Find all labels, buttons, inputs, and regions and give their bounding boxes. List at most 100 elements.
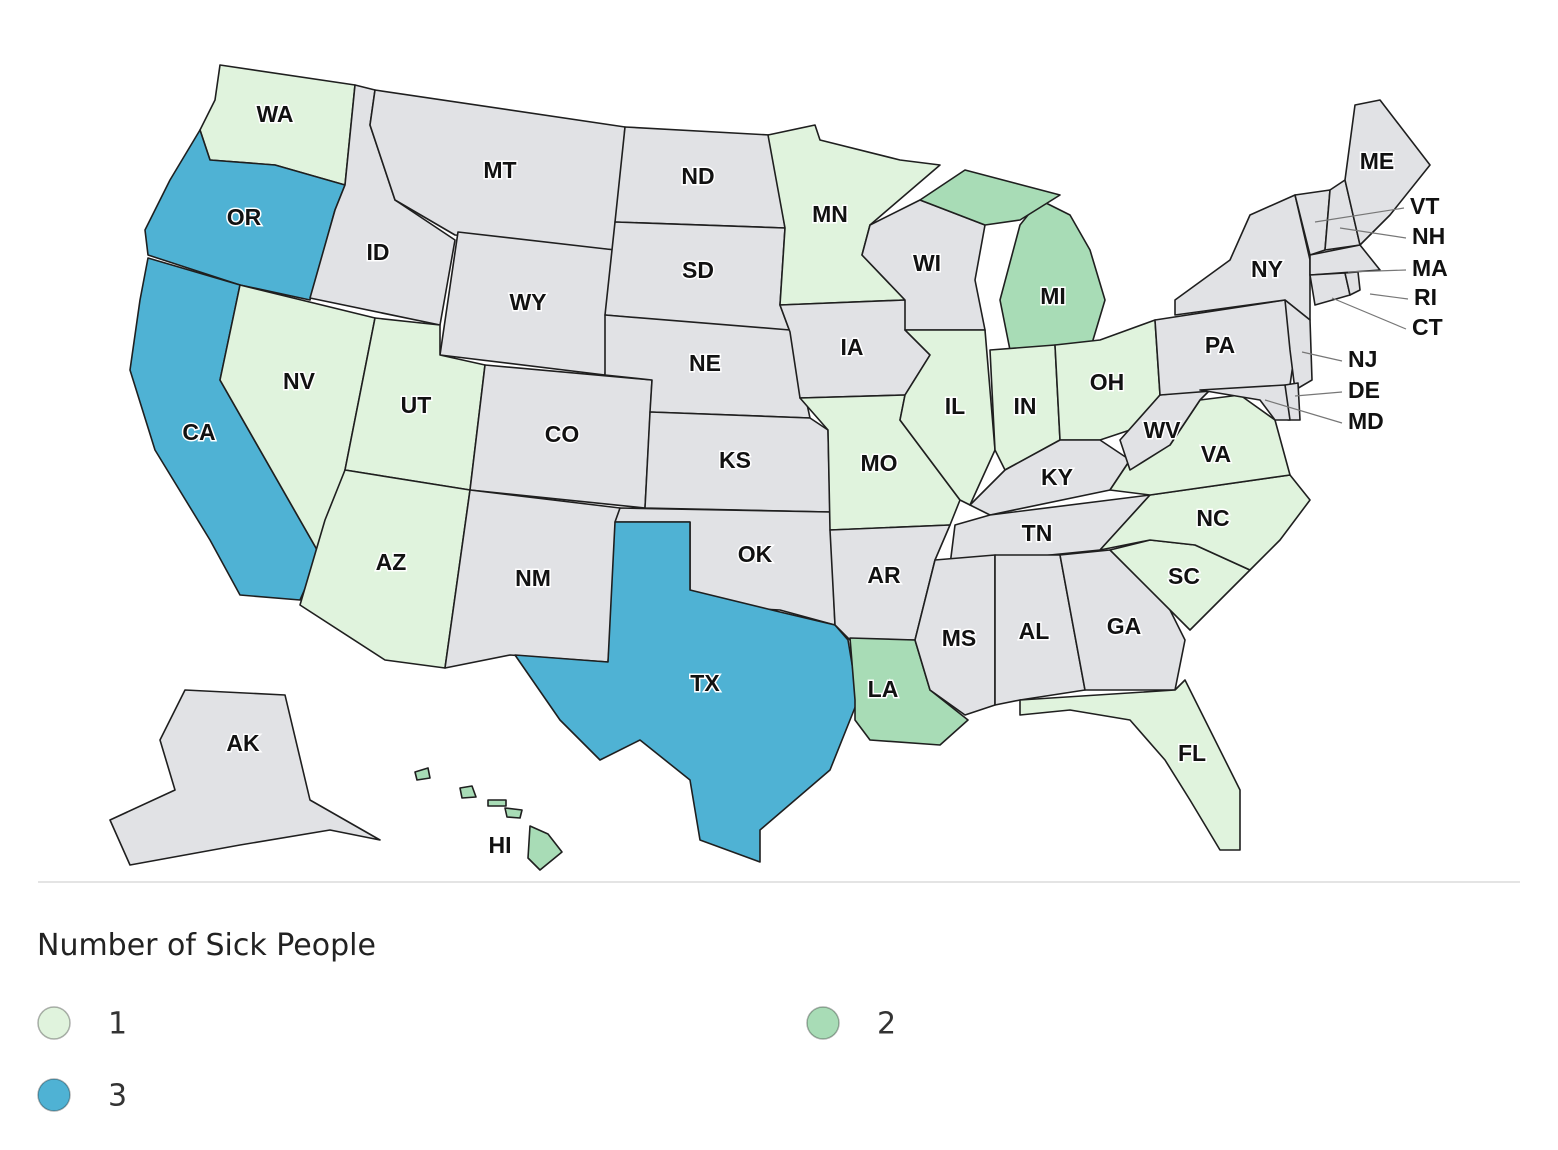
state-shape (919, 169, 1061, 226)
state-shape (504, 807, 523, 819)
state-label: KY (1041, 464, 1073, 490)
leader-line (1301, 351, 1343, 362)
state-label: HI (489, 832, 512, 858)
state-labels: WA OR CA NV ID MT WY UT CO AZ NM ND SD NE KS OK TX MN IA MO… (181, 100, 1449, 860)
state-label: GA (1107, 613, 1142, 639)
leader-line (1347, 269, 1407, 273)
state-label: WY (509, 289, 546, 315)
legend-swatch (806, 1006, 840, 1040)
state (899, 329, 996, 506)
state (514, 521, 859, 863)
state-label: IL (945, 393, 965, 419)
state-label: NE (689, 350, 721, 376)
state-shape (414, 767, 431, 781)
state-label: AK (226, 730, 260, 756)
state-label: NM (515, 565, 551, 591)
state-label: PA (1205, 332, 1235, 358)
state-shape (527, 825, 563, 871)
state (1309, 272, 1351, 306)
leader-line (1331, 297, 1407, 330)
state (109, 689, 381, 866)
state-label: OK (738, 541, 773, 567)
state-label: MI (1040, 283, 1066, 309)
leader-line (1264, 399, 1343, 424)
legend-label: 3 (108, 1079, 127, 1114)
state (861, 199, 986, 331)
state-label: MN (812, 201, 848, 227)
state-label: ME (1360, 148, 1395, 174)
state (1309, 244, 1381, 276)
state-shape (861, 199, 986, 331)
state (969, 439, 1131, 516)
state-shape (969, 439, 1131, 516)
state-label: TN (1022, 520, 1053, 546)
state-label: WA (256, 101, 293, 127)
state-label: IN (1014, 393, 1037, 419)
state (919, 169, 1106, 351)
state-label: SD (682, 257, 714, 283)
state-label: MT (483, 157, 516, 183)
state-shape (994, 554, 1086, 706)
state-label: FL (1178, 740, 1206, 766)
state-shape (1309, 244, 1381, 276)
state-label: NY (1251, 256, 1283, 282)
state-label: RI (1414, 284, 1437, 310)
state-shape (1284, 299, 1313, 391)
state-label: DE (1348, 377, 1380, 403)
leader-line (1369, 293, 1409, 300)
state-label: CA (182, 419, 215, 445)
state (414, 767, 563, 871)
state-label: KS (719, 447, 751, 473)
state-shape (459, 785, 477, 799)
legend-label: 2 (877, 1007, 896, 1042)
state-shape (144, 129, 346, 301)
state-shape (109, 689, 381, 866)
legend-label: 1 (108, 1007, 127, 1042)
state (1284, 299, 1313, 391)
legend-title: Number of Sick People (37, 928, 376, 963)
state-shape (1309, 272, 1351, 306)
state-label: ND (681, 163, 714, 189)
state-label: VA (1201, 441, 1231, 467)
state-label: NH (1412, 223, 1445, 249)
state (1019, 679, 1241, 851)
legend-swatch (37, 1006, 71, 1040)
state-shape (1019, 679, 1241, 851)
state-label: NJ (1348, 346, 1377, 372)
state-label: ID (367, 239, 390, 265)
state (144, 129, 346, 301)
state-label: AL (1019, 618, 1050, 644)
state (1199, 384, 1291, 421)
legend-swatch (37, 1078, 71, 1112)
state-label: NC (1196, 505, 1229, 531)
state-label: UT (401, 392, 432, 418)
state-label: IA (841, 334, 864, 360)
state-shape (1174, 194, 1311, 321)
state-label: AR (867, 562, 901, 588)
state-shape (899, 329, 996, 506)
state-label: OR (227, 204, 262, 230)
states (109, 64, 1431, 871)
state-label: OH (1090, 369, 1125, 395)
state-label: MO (860, 450, 897, 476)
state-label: WV (1143, 417, 1181, 443)
state-label: MA (1412, 255, 1448, 281)
state-shape (1199, 384, 1291, 421)
state-label: MD (1348, 408, 1384, 434)
state-label: NV (283, 368, 316, 394)
state-label: WI (913, 250, 941, 276)
state-label: CT (1412, 314, 1443, 340)
leader-line (1339, 227, 1407, 239)
leader-line (1314, 207, 1405, 223)
state-shape (999, 199, 1106, 351)
state (994, 554, 1086, 706)
state (1174, 194, 1311, 321)
state-label: SC (1168, 563, 1200, 589)
state-label: LA (868, 676, 899, 702)
leader-line (1294, 391, 1343, 397)
state-label: VT (1410, 193, 1439, 219)
state-label: MS (942, 625, 977, 651)
state-shape (487, 799, 507, 807)
